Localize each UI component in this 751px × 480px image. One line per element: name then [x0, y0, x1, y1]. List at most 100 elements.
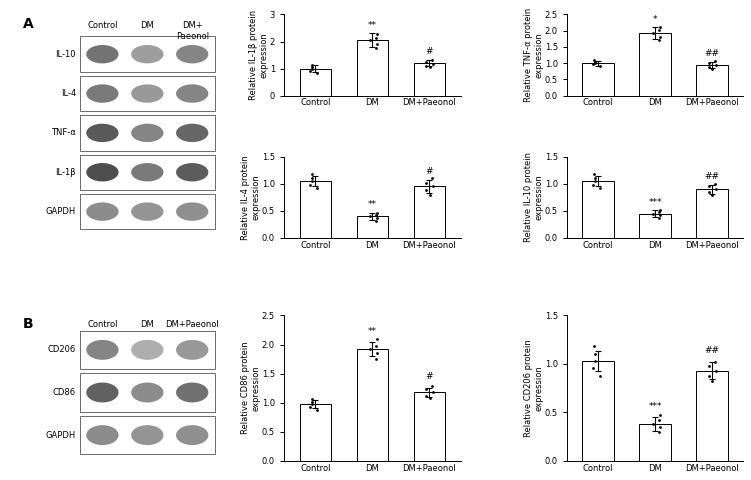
Bar	[300, 69, 331, 96]
Bar	[357, 40, 388, 96]
Point	[371, 214, 383, 222]
Text: ##: ##	[704, 172, 719, 181]
Point	[589, 58, 601, 65]
Ellipse shape	[86, 337, 119, 363]
Point	[306, 177, 318, 185]
Point	[594, 62, 606, 70]
Point	[306, 396, 318, 403]
Point	[304, 181, 316, 189]
Point	[710, 367, 722, 374]
Point	[703, 59, 715, 67]
Ellipse shape	[86, 380, 119, 406]
Text: B: B	[23, 317, 33, 331]
Text: CD86: CD86	[53, 388, 76, 397]
Text: ***: ***	[648, 402, 662, 411]
Bar	[583, 63, 614, 96]
Point	[653, 26, 665, 34]
Bar	[357, 216, 388, 238]
Bar	[80, 115, 215, 151]
Point	[709, 180, 721, 188]
Ellipse shape	[86, 45, 119, 63]
Text: ##: ##	[704, 347, 719, 355]
Point	[426, 175, 438, 182]
Text: GAPDH: GAPDH	[46, 207, 76, 216]
Point	[589, 175, 601, 182]
Point	[371, 40, 383, 48]
Point	[312, 407, 324, 414]
Point	[424, 394, 436, 402]
Point	[703, 372, 715, 379]
Ellipse shape	[131, 203, 164, 221]
Point	[589, 350, 601, 358]
Point	[587, 60, 599, 68]
Text: GAPDH: GAPDH	[46, 431, 76, 440]
Text: #: #	[426, 47, 433, 56]
Text: **: **	[368, 21, 377, 30]
Point	[706, 377, 718, 385]
Point	[371, 30, 383, 38]
Text: *: *	[653, 15, 657, 24]
Ellipse shape	[176, 163, 208, 181]
Bar	[414, 392, 445, 461]
Ellipse shape	[86, 425, 119, 445]
Ellipse shape	[86, 163, 119, 181]
Point	[306, 397, 318, 405]
Point	[421, 392, 433, 399]
Point	[587, 364, 599, 372]
Ellipse shape	[130, 200, 164, 224]
Ellipse shape	[86, 422, 119, 448]
Point	[371, 209, 383, 216]
Ellipse shape	[131, 84, 164, 103]
Point	[709, 57, 721, 65]
Y-axis label: Relative IL-4 protein
expression: Relative IL-4 protein expression	[241, 155, 261, 240]
Text: ##: ##	[704, 49, 719, 58]
Ellipse shape	[86, 82, 119, 106]
Ellipse shape	[130, 82, 164, 106]
Bar	[80, 416, 215, 454]
Ellipse shape	[86, 84, 119, 103]
Point	[589, 60, 601, 67]
Ellipse shape	[131, 163, 164, 181]
Y-axis label: Relative CD206 protein
expression: Relative CD206 protein expression	[523, 339, 543, 437]
Point	[588, 170, 600, 178]
Bar	[639, 33, 671, 96]
Text: **: **	[368, 200, 377, 209]
Text: DM: DM	[140, 320, 154, 329]
Point	[363, 345, 376, 353]
Ellipse shape	[175, 121, 210, 145]
Point	[420, 179, 432, 187]
Ellipse shape	[175, 200, 210, 224]
Bar	[80, 155, 215, 190]
Ellipse shape	[175, 337, 210, 363]
Point	[706, 191, 718, 198]
Point	[588, 56, 600, 64]
Point	[427, 183, 439, 191]
Bar	[80, 331, 215, 369]
Point	[426, 56, 438, 64]
Ellipse shape	[86, 121, 119, 145]
Ellipse shape	[176, 124, 208, 142]
Text: IL-4: IL-4	[61, 89, 76, 98]
Point	[594, 184, 606, 192]
Text: IL-1β: IL-1β	[56, 168, 76, 177]
Y-axis label: Relative IL-1β protein
expression: Relative IL-1β protein expression	[249, 10, 268, 100]
Y-axis label: Relative TNF-α protein
expression: Relative TNF-α protein expression	[523, 8, 543, 102]
Ellipse shape	[86, 42, 119, 66]
Point	[703, 362, 715, 370]
Ellipse shape	[86, 160, 119, 184]
Bar	[357, 349, 388, 461]
Point	[653, 208, 665, 216]
Point	[370, 45, 382, 52]
Point	[653, 214, 665, 222]
Ellipse shape	[131, 340, 164, 360]
Ellipse shape	[176, 203, 208, 221]
Bar	[300, 181, 331, 238]
Bar	[80, 76, 215, 111]
Point	[370, 217, 382, 225]
Point	[371, 349, 383, 357]
Bar	[696, 189, 728, 238]
Point	[420, 385, 432, 393]
Point	[653, 206, 665, 214]
Text: ***: ***	[648, 198, 662, 207]
Point	[654, 211, 666, 219]
